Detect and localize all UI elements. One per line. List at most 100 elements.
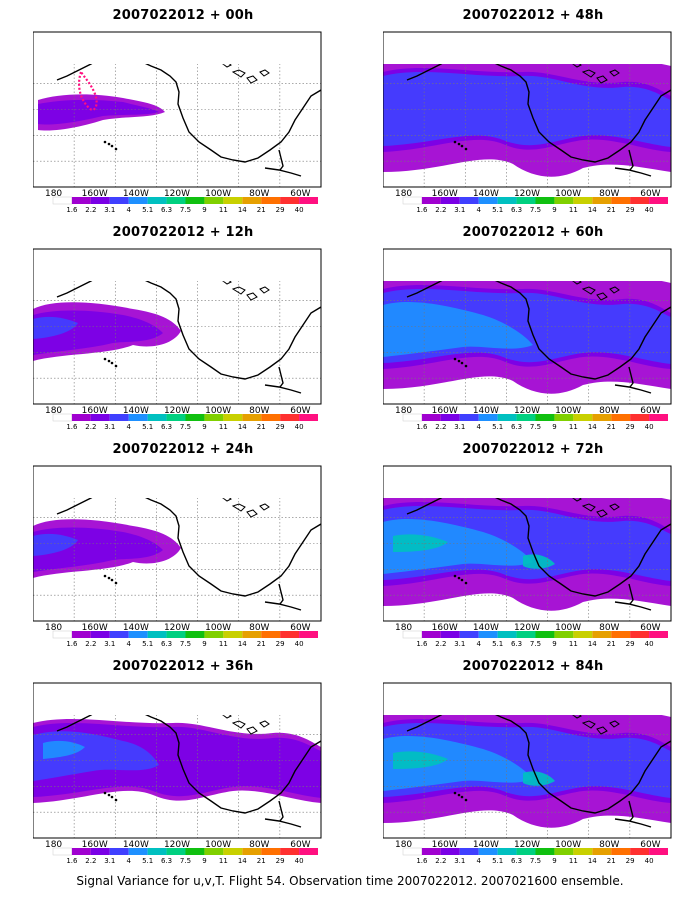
- colorbar-label: 4: [476, 640, 481, 648]
- colorbar-swatch: [440, 414, 460, 421]
- colorbar-label: 4: [126, 640, 131, 648]
- lon-tick-label: 80W: [599, 406, 619, 416]
- island-mark: [107, 793, 111, 797]
- colorbar-swatch: [497, 414, 517, 421]
- colorbar-swatch: [242, 197, 262, 204]
- colorbar-swatch: [223, 197, 243, 204]
- colorbar-swatch: [242, 631, 262, 638]
- map-frame: [33, 682, 322, 839]
- colorbar-label: 7.5: [180, 857, 191, 865]
- colorbar-swatch: [573, 848, 593, 855]
- colorbar-label: 6.3: [511, 640, 522, 648]
- variance-contour: [383, 302, 533, 357]
- colorbar-swatch: [516, 848, 536, 855]
- colorbar-swatch: [166, 631, 186, 638]
- map-field: [33, 281, 321, 404]
- colorbar-swatch: [649, 414, 668, 421]
- lon-tick-label: 80W: [599, 840, 619, 850]
- colorbar-label: 2.2: [435, 857, 446, 865]
- colorbar-label: 29: [626, 206, 635, 214]
- colorbar-label: 29: [626, 857, 635, 865]
- lon-tick-label: 60W: [640, 623, 660, 633]
- coastline: [494, 64, 671, 163]
- colorbar-swatch: [299, 848, 318, 855]
- colorbar-label: 14: [588, 640, 597, 648]
- map-field: [33, 498, 321, 621]
- colorbar-swatch: [71, 414, 91, 421]
- coastline: [56, 64, 93, 81]
- map-panel-00h: 2007022012 + 00h70N60N50N40N30N20N10N180…: [33, 0, 363, 222]
- island-mark: [464, 147, 468, 151]
- lake-outline: [231, 286, 246, 295]
- colorbar-swatch: [147, 197, 167, 204]
- colorbar-swatch: [535, 414, 555, 421]
- colorbar-swatch: [630, 631, 650, 638]
- colorbar-label: 7.5: [530, 640, 541, 648]
- lon-tick-label: 80W: [249, 840, 269, 850]
- lon-tick-label: 140W: [473, 623, 499, 633]
- island-mark: [460, 361, 464, 365]
- map-svg: 70N60N50N40N30N20N10N180160W140W120W100W…: [33, 31, 322, 214]
- lon-tick-label: 60W: [290, 189, 310, 199]
- colorbar-swatch: [90, 414, 110, 421]
- colorbar-swatch: [280, 848, 300, 855]
- map-field: [383, 715, 671, 838]
- colorbar-swatch: [535, 197, 555, 204]
- coastline: [406, 64, 443, 81]
- colorbar-swatch: [421, 631, 441, 638]
- colorbar-label: 6.3: [161, 857, 172, 865]
- colorbar-label: 11: [569, 640, 578, 648]
- island-mark: [103, 791, 107, 795]
- colorbar-label: 2.2: [85, 640, 96, 648]
- colorbar-swatch: [52, 413, 73, 422]
- colorbar-swatch: [592, 848, 612, 855]
- map-panel-84h: 2007022012 + 84h70N60N50N40N30N20N10N180…: [383, 651, 700, 873]
- colorbar-label: 29: [276, 423, 285, 431]
- colorbar-label: 7.5: [180, 206, 191, 214]
- colorbar-swatch: [299, 197, 318, 204]
- island-mark: [453, 791, 457, 795]
- lon-tick-label: 100W: [555, 189, 581, 199]
- lake-outline: [246, 509, 258, 518]
- colorbar-swatch: [573, 414, 593, 421]
- colorbar-label: 5.1: [142, 423, 153, 431]
- colorbar-swatch: [52, 196, 73, 205]
- colorbar-label: 14: [238, 640, 247, 648]
- coastline: [614, 818, 652, 828]
- colorbar-label: 5.1: [142, 640, 153, 648]
- map-field: [33, 64, 321, 187]
- coastline: [406, 715, 443, 732]
- colorbar-swatch: [478, 197, 498, 204]
- colorbar-label: 5.1: [492, 206, 503, 214]
- colorbar-label: 21: [607, 206, 616, 214]
- colorbar-swatch: [402, 847, 423, 856]
- lon-tick-label: 120W: [514, 189, 540, 199]
- lake-outline: [581, 286, 596, 295]
- island-mark: [453, 574, 457, 578]
- lon-tick-label: 140W: [123, 189, 149, 199]
- colorbar-swatch: [185, 197, 205, 204]
- colorbar-label: 2.2: [85, 857, 96, 865]
- coastline: [144, 715, 321, 814]
- colorbar-swatch: [204, 848, 224, 855]
- colorbar-swatch: [421, 848, 441, 855]
- colorbar-label: 4: [126, 857, 131, 865]
- island-mark: [457, 576, 461, 580]
- colorbar-label: 7.5: [180, 640, 191, 648]
- island-mark: [453, 357, 457, 361]
- colorbar-swatch: [516, 414, 536, 421]
- colorbar-label: 1.6: [416, 423, 428, 431]
- colorbar-label: 21: [607, 640, 616, 648]
- colorbar-label: 11: [219, 423, 228, 431]
- coastline: [264, 818, 302, 828]
- colorbar-swatch: [204, 197, 224, 204]
- island-mark: [464, 798, 468, 802]
- colorbar-label: 40: [645, 423, 654, 431]
- lon-tick-label: 140W: [473, 840, 499, 850]
- colorbar-swatch: [128, 848, 148, 855]
- variance-contour: [33, 316, 78, 339]
- colorbar-swatch: [611, 414, 631, 421]
- colorbar-swatch: [109, 414, 129, 421]
- lon-tick-label: 100W: [205, 189, 231, 199]
- coastline: [278, 366, 284, 388]
